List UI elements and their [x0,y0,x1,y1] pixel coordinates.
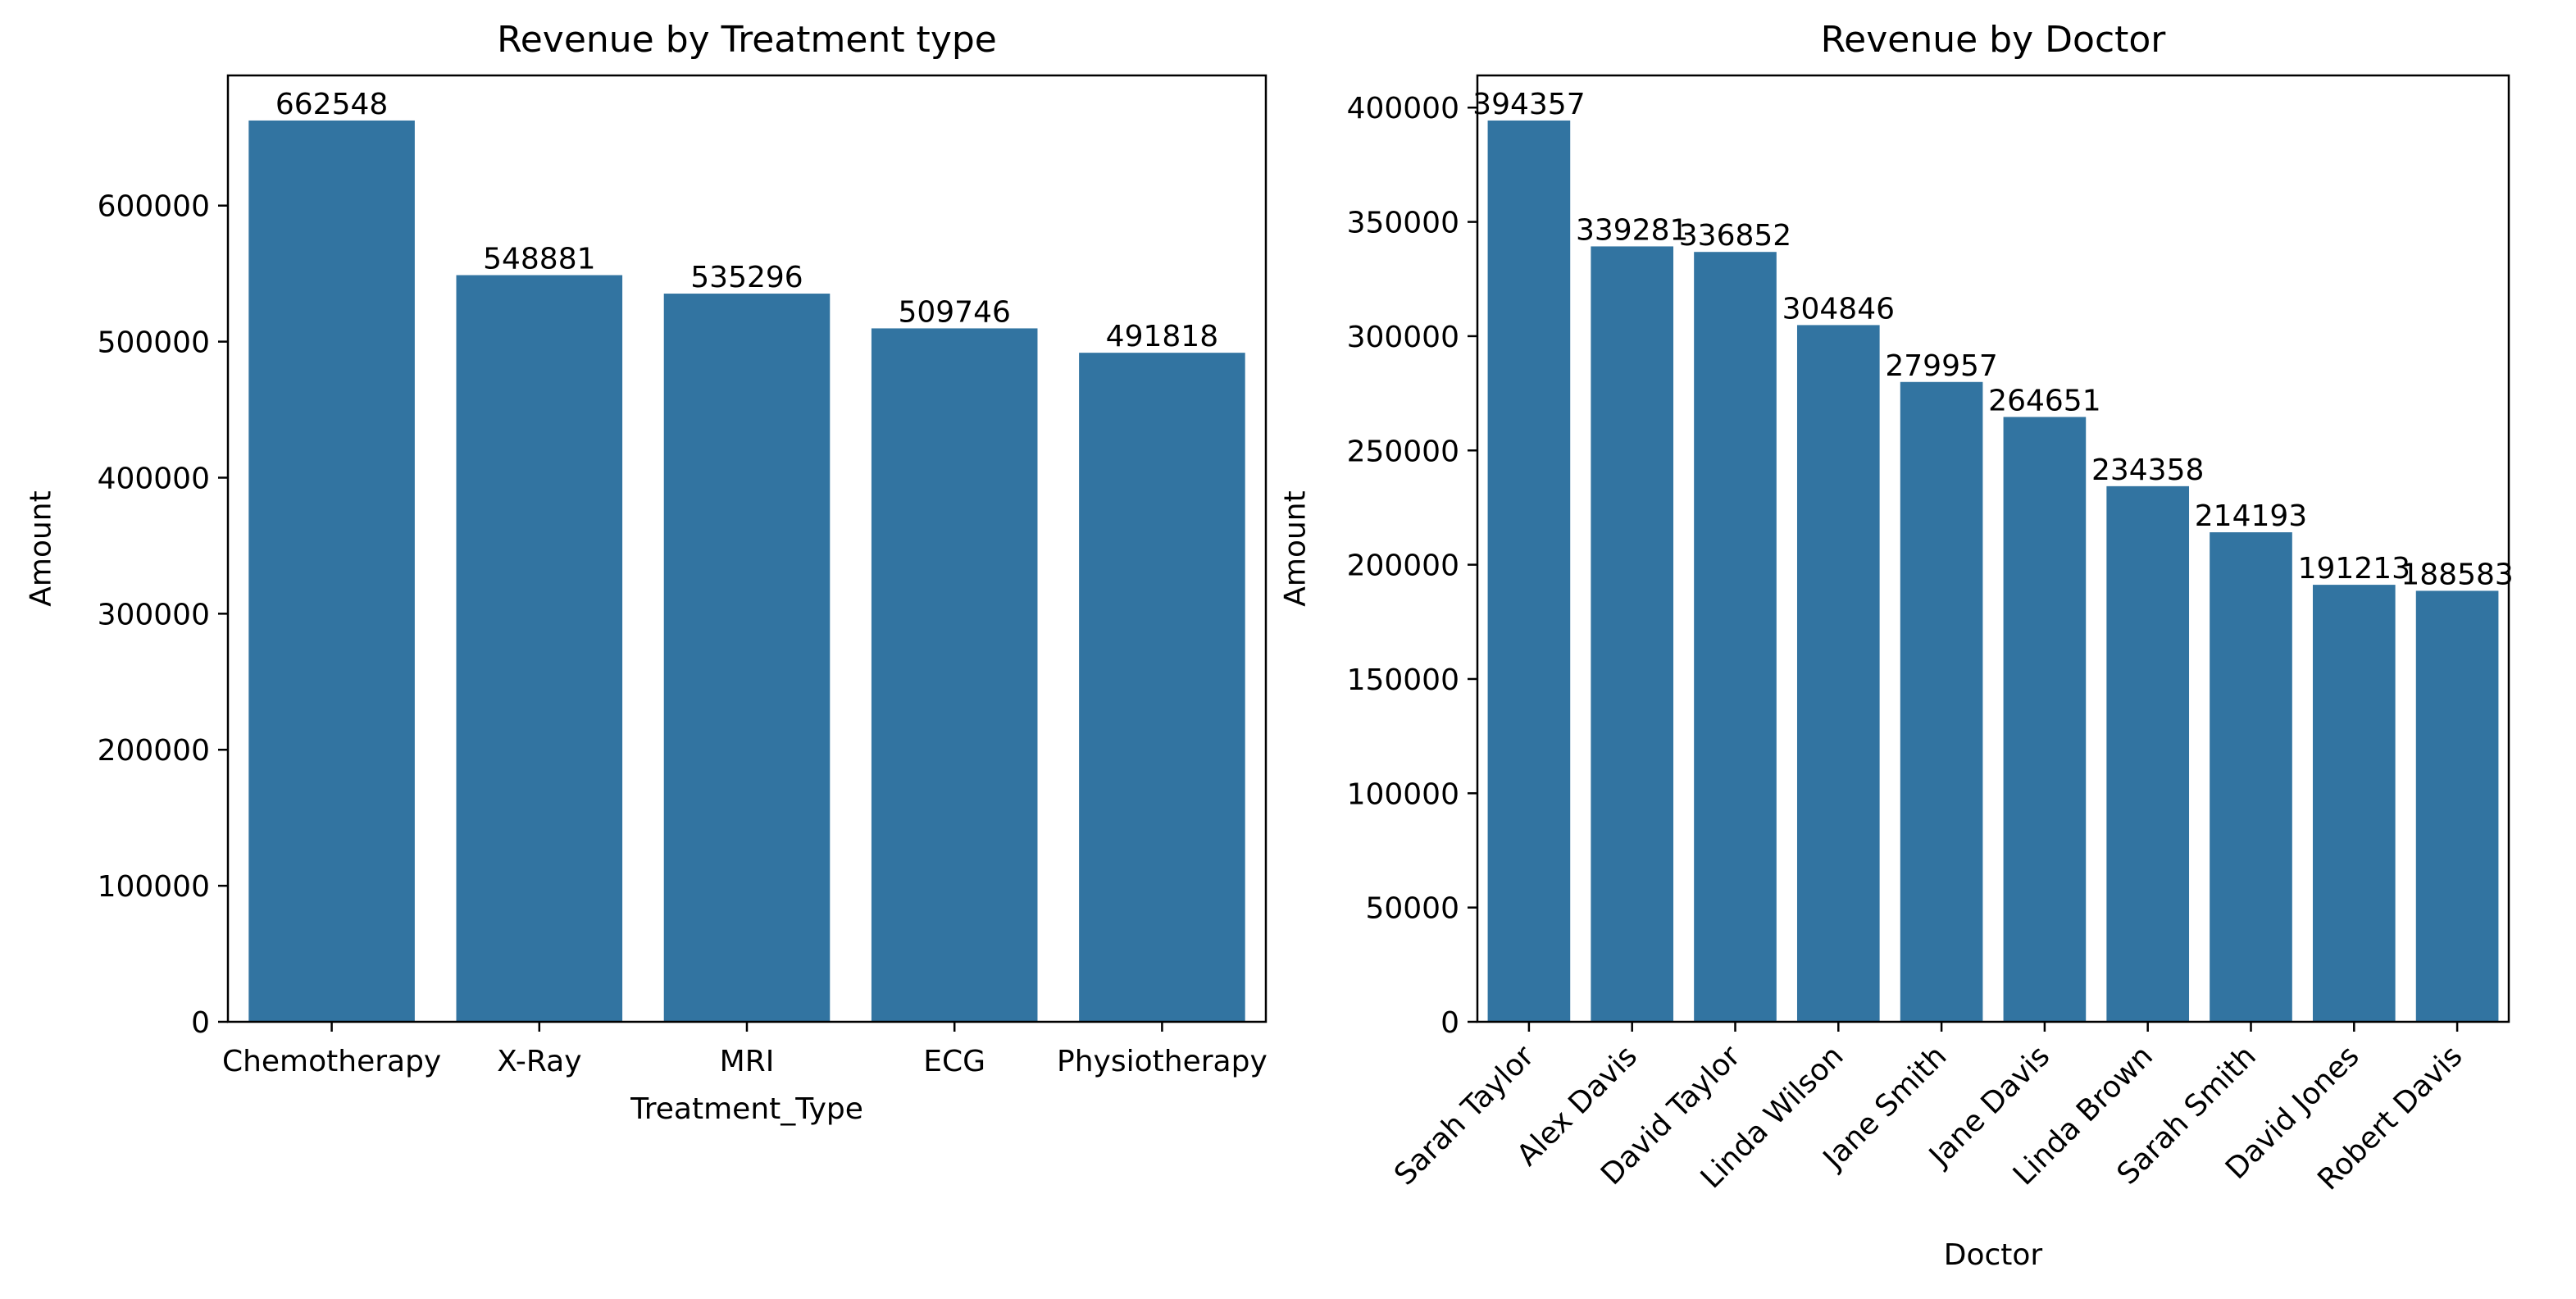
doctor-bar [2003,417,2087,1022]
treatment-x-tick-label: Chemotherapy [222,1045,441,1078]
doctor-bar [1487,120,1571,1023]
treatment-y-tick-label: 500000 [98,326,210,360]
doctor-bar [2312,585,2396,1022]
treatment-data-label: 662548 [275,88,388,121]
doctor-data-label: 214193 [2195,499,2307,533]
treatment-data-label: 535296 [690,261,803,294]
treatment-bar [1079,353,1245,1022]
doctor-bar [1900,381,1983,1023]
doctor-y-axis-label: Amount [1279,490,1313,606]
treatment-x-axis-label: Treatment_Type [630,1092,863,1126]
treatment-y-tick-label: 200000 [98,734,210,768]
doctor-y-tick-label: 150000 [1347,663,1459,697]
treatment-y-tick-label: 600000 [98,190,210,224]
doctor-data-label: 191213 [2298,552,2410,586]
doctor-bar [2415,590,2499,1022]
doctor-bar [1694,252,1777,1022]
treatment-bar [248,120,415,1022]
doctor-bar [2210,532,2292,1022]
treatment-revenue-chart: 662548 548881 535296 509746 491818 0 100000 200… [25,19,1268,1126]
doctor-data-label: 279957 [1885,349,1997,383]
treatment-y-axis-label: Amount [25,490,58,606]
treatment-bar [871,328,1038,1022]
doctor-y-tick-label: 200000 [1347,549,1459,583]
treatment-x-tick-label: Physiotherapy [1057,1045,1268,1078]
doctor-x-axis-label: Doctor [1944,1238,2043,1272]
doctor-y-tick-label: 300000 [1347,321,1459,354]
treatment-chart-title: Revenue by Treatment type [497,19,997,61]
doctor-axes-frame [1476,74,2510,1023]
doctor-data-label: 188583 [2401,558,2513,591]
treatment-data-label: 509746 [898,295,1010,329]
doctor-y-tick-label: 0 [1440,1006,1459,1040]
doctor-y-tick-label: 50000 [1365,892,1459,926]
doctor-data-label: 339281 [1576,213,1688,247]
doctor-bar [1796,325,1880,1023]
treatment-y-tick-label: 400000 [98,462,210,495]
treatment-x-tick-label: ECG [923,1045,985,1078]
treatment-data-label: 491818 [1106,320,1218,353]
doctor-data-label: 234358 [2091,454,2204,487]
doctor-data-label: 304846 [1782,292,1895,326]
doctor-bar [2106,485,2190,1022]
doctor-bar [1591,246,1674,1022]
treatment-y-tick-label: 300000 [98,598,210,631]
treatment-y-tick-label: 100000 [98,870,210,904]
treatment-bar [456,275,623,1023]
doctor-y-tick-label: 350000 [1347,207,1459,240]
treatment-data-label: 548881 [483,243,595,276]
doctor-data-label: 394357 [1472,88,1585,121]
treatment-x-tick-label: MRI [720,1045,775,1078]
treatment-x-tick-label: X-Ray [497,1045,581,1078]
doctor-chart-title: Revenue by Doctor [1821,19,2167,61]
doctor-y-tick-label: 100000 [1347,777,1459,811]
doctor-y-tick-label: 250000 [1347,435,1459,468]
doctor-data-label: 264651 [1988,384,2100,417]
doctor-data-label: 336852 [1679,219,1791,253]
doctor-y-tick-label: 400000 [1347,92,1459,125]
treatment-y-tick-label: 0 [191,1006,210,1040]
treatment-bar [663,294,831,1022]
